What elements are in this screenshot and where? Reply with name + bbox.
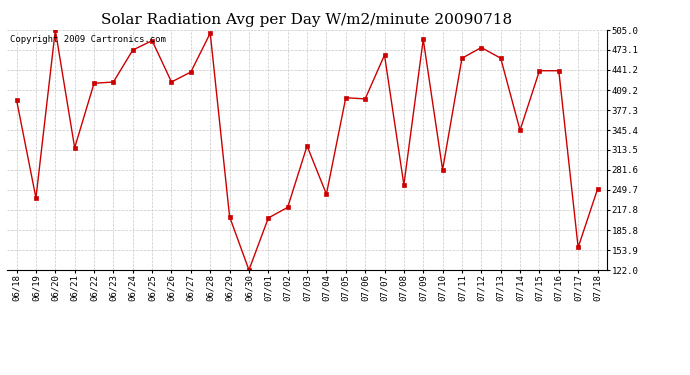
Text: Copyright 2009 Cartronics.com: Copyright 2009 Cartronics.com [10, 35, 166, 44]
Title: Solar Radiation Avg per Day W/m2/minute 20090718: Solar Radiation Avg per Day W/m2/minute … [101, 13, 513, 27]
